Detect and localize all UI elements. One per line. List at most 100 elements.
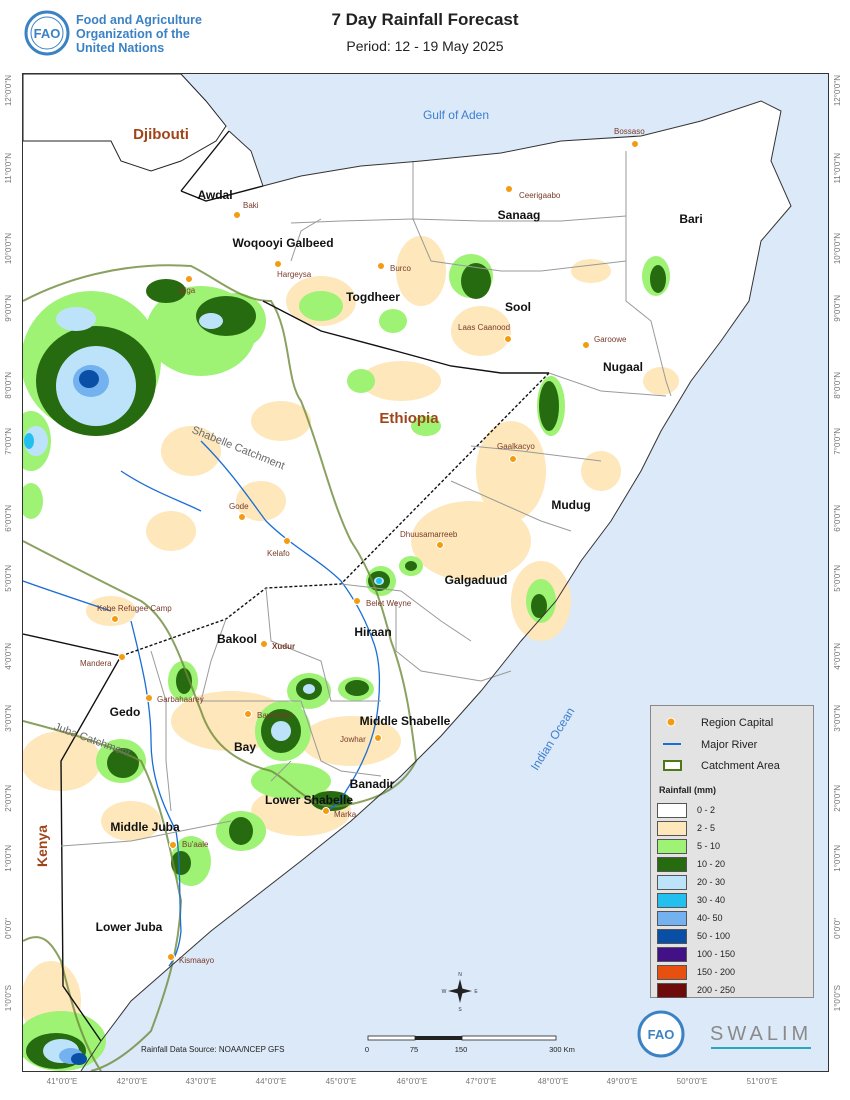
shabelle-catchment-outline [23,264,418,808]
lon-label: 50°0'0"E [676,1077,708,1086]
fao-org-name: Food and Agriculture Organization of the… [76,13,202,55]
map-title: 7 Day Rainfall Forecast [331,10,519,29]
region-capital-icon [666,717,676,727]
lat-label-right: 1°0'0"S [833,985,842,1012]
region-banadir: Banadir [350,777,395,791]
lat-label-right: 0°0'0" [833,918,842,939]
lon-label: 41°0'0"E [46,1077,78,1086]
data-source: Rainfall Data Source: NOAA/NCEP GFS [141,1045,285,1054]
town-belet-weyne: Belet Weyne [353,597,412,608]
legend-class-label: 20 - 30 [697,877,726,887]
legend-class-label: 150 - 200 [697,967,736,977]
town-jowhar: Jowhar [340,734,382,744]
svg-text:Hargeysa: Hargeysa [277,270,312,279]
gulf-label: Gulf of Aden [423,108,489,122]
region-middle-juba: Middle Juba [110,820,180,834]
region-mudug: Mudug [551,498,590,512]
region-sanaag: Sanaag [498,208,541,222]
fao-org-line1: Food and Agriculture [76,13,202,27]
svg-text:Kobe Refugee Camp: Kobe Refugee Camp [97,604,172,613]
lat-label-right: 6°0'0"N [833,505,842,532]
lat-label-left: 9°0'0"N [4,295,13,322]
lat-label-right: 4°0'0"N [833,643,842,670]
town-kobe: Kobe Refugee Camp [97,604,172,623]
lat-label-left: 11°0'0"N [4,153,13,184]
svg-text:Baydhabo: Baydhabo [257,711,294,720]
legend-class-label: 5 - 10 [697,841,721,851]
legend-swatch [657,911,687,926]
legend-swatch [657,983,687,998]
lat-label-right: 5°0'0"N [833,565,842,592]
djibouti-area [23,74,227,172]
region-gedo: Gedo [110,705,141,719]
lat-label-right: 2°0'0"N [833,785,842,812]
legend-class-label: 200 - 250 [697,985,736,995]
legend-class-label: 10 - 20 [697,859,726,869]
scale-label: 300 Km [549,1045,575,1054]
town-kismaayo: Kismaayo [167,953,215,965]
lon-label: 46°0'0"E [396,1077,428,1086]
map-legend: Region Capital Major River Catchment Are… [650,705,814,998]
region-nugaal: Nugaal [603,360,643,374]
svg-text:Mandera: Mandera [80,659,112,668]
svg-text:Kelafo: Kelafo [267,549,290,558]
svg-text:Burco: Burco [390,264,411,273]
lat-label-right: 8°0'0"N [833,372,842,399]
svg-text:Kismaayo: Kismaayo [179,956,215,965]
compass-n: N [458,972,462,978]
town-jijiga: Jijiga [177,275,196,295]
compass-s: S [458,1007,462,1013]
region-lower-juba: Lower Juba [96,920,163,934]
town-xudur: Xudur [260,640,295,651]
lon-label: 51°0'0"E [746,1077,778,1086]
country-ethiopia: Ethiopia [379,410,439,427]
lon-label: 47°0'0"E [465,1077,497,1086]
town-hargeysa: Hargeysa [274,260,312,279]
svg-text:Baki: Baki [243,201,259,210]
region-bari: Bari [679,212,702,226]
legend-class-label: 40- 50 [697,913,723,923]
legend-swatch [657,803,687,818]
svg-text:Bossaso: Bossaso [614,127,645,136]
legend-swatch [657,839,687,854]
town-buaale: Bu'aale [169,840,209,849]
region-lower-shabelle: Lower Shabelle [265,793,353,807]
lat-label-right: 7°0'0"N [833,428,842,455]
lat-label-left: 12°0'0"N [4,75,13,107]
legend-class-label: 100 - 150 [697,949,736,959]
country-boundaries [23,130,549,1042]
lon-label: 42°0'0"E [116,1077,148,1086]
town-garoowe: Garoowe [582,335,627,349]
region-sool: Sool [505,300,531,314]
fao-logo-footer: FAO [637,1010,685,1058]
town-kelafo: Kelafo [267,537,291,558]
region-capitals: Baki Hargeysa Burco Ceerigaabo Bossaso L… [80,127,645,965]
svg-text:Belet Weyne: Belet Weyne [366,599,412,608]
svg-text:Gode: Gode [229,502,249,511]
town-mandera: Mandera [80,653,126,668]
coastline [80,100,792,1071]
country-kenya: Kenya [34,825,50,867]
town-marka: Marka [322,807,357,819]
legend-swatch [657,947,687,962]
legend-region-capital: Region Capital [701,717,774,729]
compass-w: W [442,989,447,995]
svg-text:Jowhar: Jowhar [340,735,366,744]
legend-swatch [657,875,687,890]
map-period: Period: 12 - 19 May 2025 [346,38,504,54]
legend-class-label: 30 - 40 [697,895,726,905]
swalim-logo: SWALIM [710,1023,813,1045]
scale-bar [367,1035,557,1041]
fao-org-line3: United Nations [76,41,165,55]
lat-label-left: 1°0'0"S [4,985,13,1012]
town-laas-caanood: Laas Caanood [458,323,512,343]
lat-label-right: 10°0'0"N [833,233,842,265]
region-boundaries [60,151,672,847]
scale-label: 75 [409,1045,419,1054]
svg-text:Gaalkacyo: Gaalkacyo [497,442,535,451]
fao-org-line2: Organization of the [76,27,190,41]
lat-label-left: 1°0'0"N [4,845,13,872]
lat-label-left: 3°0'0"N [4,705,13,732]
region-awdal: Awdal [197,188,232,202]
swalim-underline [711,1047,811,1049]
